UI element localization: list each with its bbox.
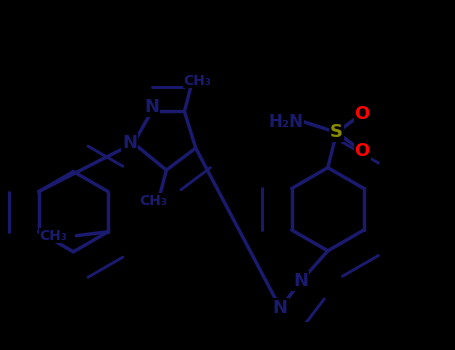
Text: N: N xyxy=(293,272,308,290)
Text: CH₃: CH₃ xyxy=(184,74,212,88)
Text: H₂N: H₂N xyxy=(268,113,303,131)
Text: N: N xyxy=(144,98,159,117)
Text: N: N xyxy=(273,299,288,317)
Text: CH₃: CH₃ xyxy=(40,229,67,243)
Text: S: S xyxy=(330,124,343,141)
Text: N: N xyxy=(122,134,137,152)
Text: O: O xyxy=(354,105,369,123)
Text: CH₃: CH₃ xyxy=(139,194,167,208)
Text: O: O xyxy=(354,142,369,160)
